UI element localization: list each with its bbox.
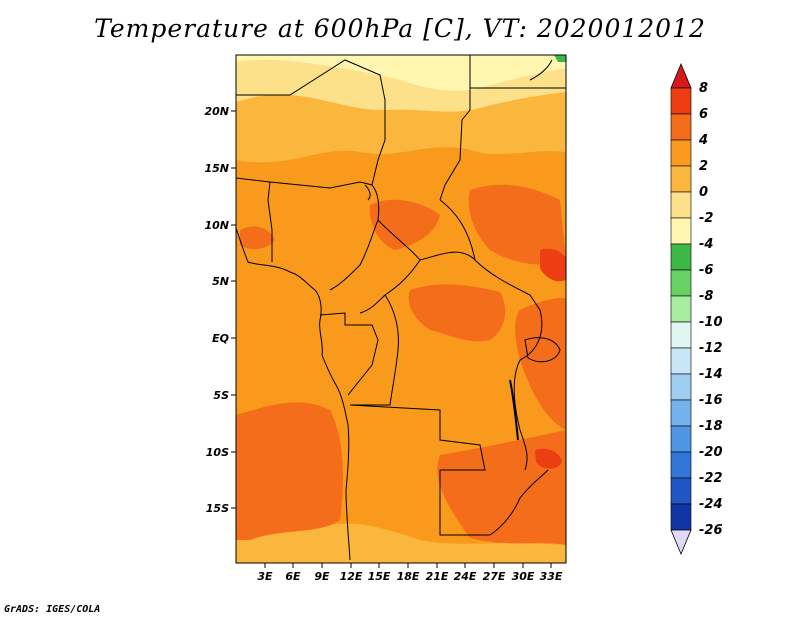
plot-frame xyxy=(235,54,567,564)
colorbar-box xyxy=(670,425,692,453)
colorbar-label: 4 xyxy=(698,133,708,148)
colorbar-label: 8 xyxy=(699,81,708,96)
contour-6-to-8-east xyxy=(540,248,566,282)
colorbar-box xyxy=(670,217,692,245)
lon-ticks: 3E 6E 9E 12E 15E 18E 21E 24E 27E 30E 33E xyxy=(257,563,563,583)
colorbar-box xyxy=(670,477,692,505)
colorbar-box xyxy=(670,243,692,271)
colorbar-label: -18 xyxy=(699,419,723,434)
colorbar-box xyxy=(670,295,692,323)
colorbar-label: 2 xyxy=(699,159,708,174)
lon-label: 15E xyxy=(368,570,391,583)
colorbar-label: -24 xyxy=(699,497,723,512)
lon-label: 9E xyxy=(314,570,330,583)
contour-4-to-6-west xyxy=(240,226,275,250)
colorbar-label: -12 xyxy=(699,341,723,356)
lon-label: 6E xyxy=(285,570,301,583)
border-cameroon xyxy=(359,219,421,314)
contour-neg6-cell xyxy=(554,55,566,62)
colorbar-label: -16 xyxy=(699,393,723,408)
lat-label: 10N xyxy=(204,219,229,232)
colorbar-bottom-arrow xyxy=(670,529,692,556)
colorbar-box xyxy=(670,373,692,401)
colorbar-box xyxy=(670,321,692,349)
colorbar-label: -2 xyxy=(699,211,713,226)
contour-6-to-8-southeast xyxy=(535,448,562,469)
border-nigeria xyxy=(236,177,380,291)
colorbar-box xyxy=(670,347,692,375)
colorbar-box xyxy=(670,87,692,115)
lat-label: EQ xyxy=(212,332,229,345)
lat-label: 10S xyxy=(206,446,229,459)
lat-label: 5N xyxy=(212,275,229,288)
colorbar-box xyxy=(670,451,692,479)
red-sea-coast xyxy=(529,59,553,81)
coastline xyxy=(236,227,351,561)
contour-0-to-2-south xyxy=(236,517,566,563)
contour-4-to-6-southwest xyxy=(236,402,343,540)
lat-ticks: 20N 15N 10N 5N EQ 5S 10S 15S xyxy=(204,105,236,515)
lake-victoria xyxy=(524,337,561,363)
border-car-south-sudan xyxy=(419,251,541,311)
grads-credit: GrADS: IGES/COLA xyxy=(4,604,101,615)
colorbar-box xyxy=(670,503,692,531)
colorbar-box xyxy=(670,139,692,167)
contour-4-to-6-southeast xyxy=(437,430,566,545)
map-title: Temperature at 600hPa [C], VT: 202001201… xyxy=(94,14,706,43)
colorbar-label: -20 xyxy=(699,445,723,460)
colorbar-label: -8 xyxy=(699,289,713,304)
lat-label: 15S xyxy=(206,502,229,515)
temperature-field xyxy=(236,55,566,563)
colorbar-label: 6 xyxy=(699,107,708,122)
colorbar-box xyxy=(670,191,692,219)
contour-4-to-6-northeast xyxy=(468,184,566,265)
contour-4-to-6-cameroon xyxy=(369,199,440,250)
colorbar-box xyxy=(670,113,692,141)
boundaries xyxy=(236,55,566,561)
colorbar-label: -26 xyxy=(699,523,723,538)
colorbar-label: -14 xyxy=(699,367,723,382)
contour-neg4-to-neg2 xyxy=(236,55,566,91)
lon-label: 12E xyxy=(340,570,363,583)
colorbar: 8 6 4 2 0 -2 -4 -6 -8 -10 -12 -14 -16 -18 -20 -22 -24 -26 xyxy=(670,62,723,556)
colorbar-top-arrow xyxy=(670,62,692,89)
lat-label: 5S xyxy=(213,389,229,402)
colorbar-label: -6 xyxy=(699,263,713,278)
lon-label: 3E xyxy=(257,570,273,583)
lat-label: 15N xyxy=(204,162,229,175)
colorbar-box xyxy=(670,165,692,193)
colorbar-label: 0 xyxy=(699,185,708,200)
lon-label: 27E xyxy=(483,570,506,583)
contour-4-to-6-central xyxy=(408,284,506,342)
border-zambia xyxy=(489,469,549,536)
border-angola xyxy=(349,404,490,536)
border-benin xyxy=(267,181,273,262)
colorbar-box xyxy=(670,399,692,427)
lake-tanganyika xyxy=(509,379,519,441)
lon-label: 33E xyxy=(540,570,563,583)
border-gabon-congo xyxy=(319,312,379,396)
colorbar-box xyxy=(670,269,692,297)
border-libya-chad xyxy=(439,55,471,201)
lon-label: 21E xyxy=(426,570,449,583)
lake-chad xyxy=(364,184,371,201)
border-congo-drc xyxy=(350,294,399,406)
border-chad-sudan xyxy=(439,199,476,261)
lon-label: 24E xyxy=(454,570,477,583)
colorbar-label: -4 xyxy=(699,237,713,252)
colorbar-label: -10 xyxy=(699,315,723,330)
colorbar-label: -22 xyxy=(699,471,723,486)
border-drc-east xyxy=(513,309,543,471)
border-algeria-niger xyxy=(236,59,386,186)
contour-4-to-6-east xyxy=(515,298,566,430)
lon-label: 30E xyxy=(512,570,535,583)
lat-label: 20N xyxy=(204,105,229,118)
lon-label: 18E xyxy=(397,570,420,583)
